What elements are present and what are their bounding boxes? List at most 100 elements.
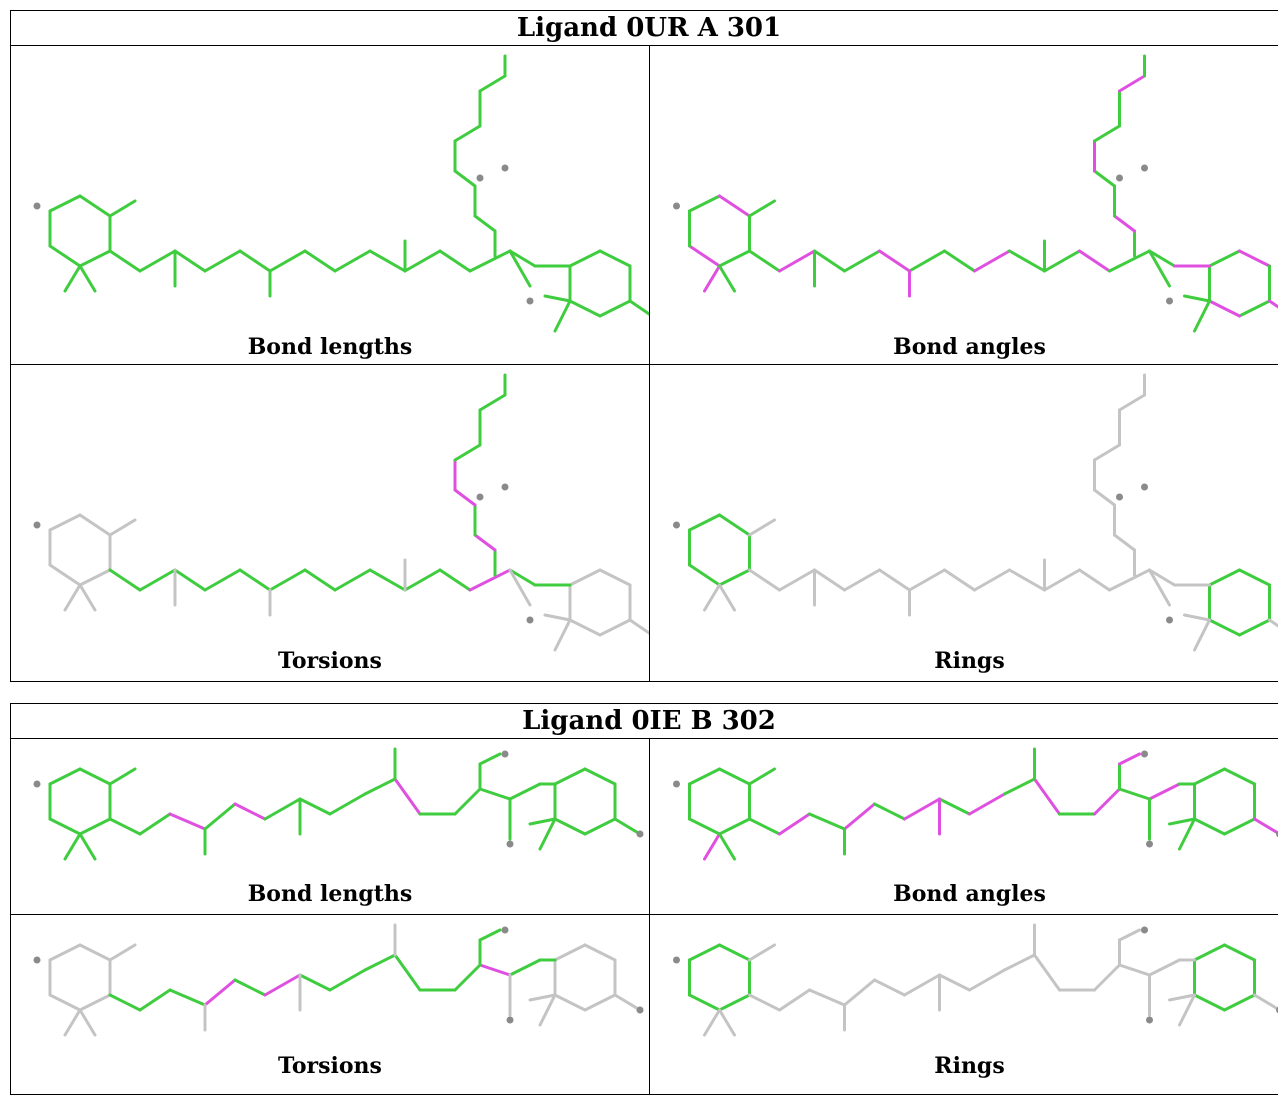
ligand-title: Ligand 0IE B 302 xyxy=(11,704,1278,739)
terminal-atom xyxy=(1141,751,1148,758)
substituent-bond xyxy=(750,769,775,784)
chain-bond xyxy=(1080,570,1110,590)
ring-bond xyxy=(570,251,600,266)
substituent-bond xyxy=(540,995,555,1025)
chain-bond xyxy=(205,251,240,271)
ring-bond xyxy=(570,301,600,316)
substituent-bond xyxy=(1180,819,1195,849)
chain-bond xyxy=(240,251,270,271)
terminal-atom xyxy=(477,494,484,501)
side-chain-bond xyxy=(1120,395,1145,410)
ring-bond xyxy=(1195,945,1225,960)
substituent-bond xyxy=(1270,301,1278,318)
chain-bond xyxy=(440,570,470,590)
substituent-bond xyxy=(705,266,720,291)
chain-bond xyxy=(330,970,365,990)
terminal-atom xyxy=(527,298,534,305)
terminal-atom xyxy=(673,522,680,529)
ring-bond xyxy=(600,301,630,316)
ring-bond xyxy=(600,570,630,585)
chain-bond xyxy=(1110,251,1150,271)
chain-bond xyxy=(970,794,1005,814)
chain-bond xyxy=(110,995,140,1010)
ring-bond xyxy=(720,945,750,960)
chain-bond xyxy=(975,251,1010,271)
ring-bond xyxy=(50,565,80,585)
side-chain-bond xyxy=(1120,754,1140,764)
ring-bond xyxy=(50,995,80,1010)
ring-bond xyxy=(1210,251,1240,266)
substituent-bond xyxy=(65,266,80,291)
terminal-atom xyxy=(34,957,41,964)
chain-bond xyxy=(455,789,480,814)
ligand-block-1: Ligand 0UR A 301 Bond lengths Bond angle… xyxy=(10,10,1278,682)
side-chain-bond xyxy=(1095,126,1120,141)
chain-bond xyxy=(270,251,305,271)
ring-bond xyxy=(1225,945,1255,960)
chain-bond xyxy=(470,251,510,271)
side-chain-bond xyxy=(1120,76,1145,91)
terminal-atom xyxy=(502,484,509,491)
terminal-atom xyxy=(502,165,509,172)
panel-bond-angles: Bond angles xyxy=(650,46,1278,364)
substituent-bond xyxy=(630,301,649,318)
chain-bond xyxy=(235,804,265,819)
chain-bond xyxy=(845,804,875,829)
chain-bond xyxy=(270,570,305,590)
substituent-bond xyxy=(615,819,640,834)
substituent-bond xyxy=(545,615,570,620)
chain-bond xyxy=(170,990,205,1005)
panel-caption: Torsions xyxy=(11,648,649,674)
substituent-bond xyxy=(80,266,95,291)
chain-bond xyxy=(175,251,205,271)
terminal-atom xyxy=(637,1007,644,1014)
terminal-atom xyxy=(673,781,680,788)
substituent-bond xyxy=(555,301,570,331)
chain-bond xyxy=(1010,251,1045,271)
substituent-bond xyxy=(110,201,135,216)
ring-bond xyxy=(690,196,720,211)
chain-bond xyxy=(205,980,235,1005)
chain-bond xyxy=(880,251,910,271)
terminal-atom xyxy=(527,617,534,624)
terminal-atom xyxy=(507,841,514,848)
side-chain-bond xyxy=(455,126,480,141)
terminal-atom xyxy=(1116,494,1123,501)
ring-bond xyxy=(720,995,750,1010)
chain-bond xyxy=(810,814,845,829)
chain-bond xyxy=(1150,784,1180,799)
chain-bond xyxy=(945,251,975,271)
substituent-bond xyxy=(1270,620,1278,637)
ring-bond xyxy=(50,515,80,530)
chain-bond xyxy=(1150,960,1180,975)
panel-caption: Bond angles xyxy=(650,881,1278,907)
ring-bond xyxy=(585,995,615,1010)
ring-bond xyxy=(1210,620,1240,635)
ring-bond xyxy=(720,515,750,535)
chain-bond xyxy=(1095,789,1120,814)
chain-bond xyxy=(300,975,330,990)
chain-bond xyxy=(780,570,815,590)
ring-bond xyxy=(600,251,630,266)
side-chain-bond xyxy=(1095,171,1115,186)
ring-bond xyxy=(690,819,720,834)
molecule-diagram xyxy=(650,46,1278,364)
terminal-atom xyxy=(507,1017,514,1024)
chain-bond xyxy=(1035,955,1060,990)
side-chain-bond xyxy=(480,76,505,91)
ring-bond xyxy=(570,620,600,635)
ring-bond xyxy=(50,945,80,960)
chain-bond xyxy=(470,570,510,590)
chain-bond xyxy=(140,570,175,590)
ring-bond xyxy=(80,769,110,784)
chain-bond xyxy=(140,990,170,1010)
molecule-diagram xyxy=(11,365,649,682)
substituent-bond xyxy=(110,520,135,535)
panel-bond-lengths: Bond lengths xyxy=(11,739,649,914)
substituent-bond xyxy=(720,585,735,610)
terminal-atom xyxy=(1166,298,1173,305)
substituent-bond xyxy=(720,834,735,859)
chain-bond xyxy=(370,570,405,590)
ring-bond xyxy=(720,196,750,216)
chain-bond xyxy=(480,965,510,975)
